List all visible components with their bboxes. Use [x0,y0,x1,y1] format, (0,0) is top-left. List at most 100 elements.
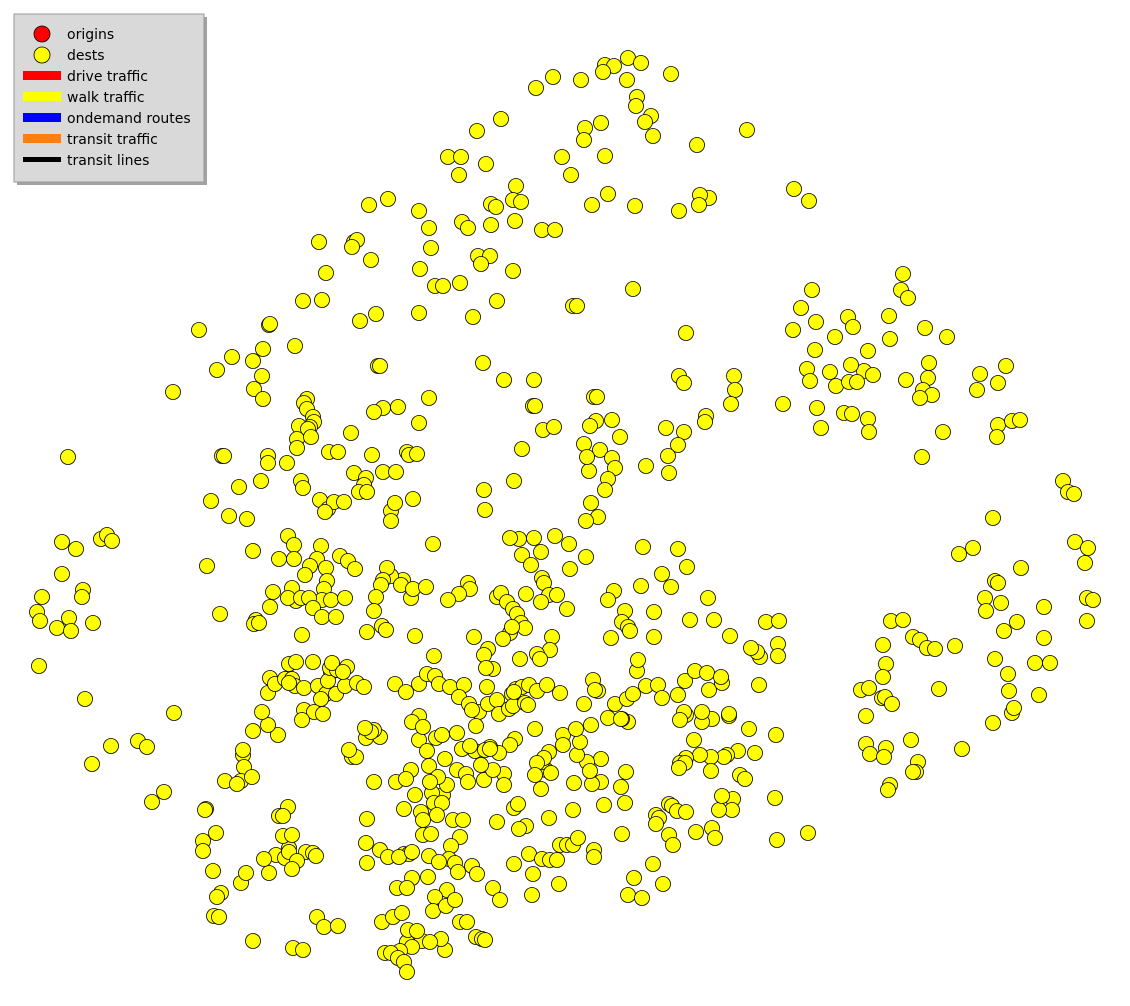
dest-point [409,923,425,939]
dest-point [978,603,994,619]
dest-point [506,473,522,489]
dest-point [547,528,563,544]
dest-point [415,719,431,735]
dest-point [747,745,763,761]
dest-point [737,771,753,787]
legend-walk-traffic-label: walk traffic [67,90,145,106]
dest-point [211,909,227,925]
dest-point [635,539,651,555]
dest-point [939,329,955,345]
dest-point [678,325,694,341]
dest-point [1031,687,1047,703]
dest-point [514,441,530,457]
dest-point [294,627,310,643]
dest-point [849,374,865,390]
dest-point [295,942,311,958]
dest-point [568,721,584,737]
dest-point [440,592,456,608]
dest-point [554,149,570,165]
dest-point [254,368,270,384]
dest-point [261,865,277,881]
dest-point [341,742,357,758]
dest-point [359,484,375,500]
dest-point [478,156,494,172]
dest-point [898,372,914,388]
dest-point [561,536,577,552]
dest-point [422,934,438,950]
dest-point [559,601,575,617]
dest-point [270,727,286,743]
dest-point [411,415,427,431]
dest-point [246,381,262,397]
dest-point [422,774,438,790]
dest-point [646,604,662,620]
legend-transit-lines-swatch [23,157,61,162]
dest-point [216,448,232,464]
dest-point [286,551,302,567]
dest-point [593,751,609,767]
dest-point [533,594,549,610]
dest-point [827,329,843,345]
dest-point [722,628,738,644]
dest-point [703,763,719,779]
dest-point [1067,534,1083,550]
dest-point [314,292,330,308]
dest-point [903,732,919,748]
dest-point [477,932,493,948]
dest-point [633,578,649,594]
dest-point [969,382,985,398]
dest-point [288,654,304,670]
dest-point [532,651,548,667]
dest-point [412,261,428,277]
dest-point [387,495,403,511]
dest-point [578,549,594,565]
dest-point [597,148,613,164]
dest-point [262,599,278,615]
dest-point [998,358,1014,374]
dest-point [435,278,451,294]
dest-point [627,198,643,214]
dest-point [935,424,951,440]
dest-point [882,331,898,347]
dest-point [507,213,523,229]
dest-point [451,167,467,183]
dest-point [672,712,688,728]
dest-point [473,757,489,773]
dest-point [569,747,585,763]
dest-point [524,887,540,903]
dest-point [770,648,786,664]
dest-point [260,717,276,733]
dest-point [822,364,838,380]
dest-point [364,447,380,463]
dest-point [633,55,649,71]
dest-point [1001,683,1017,699]
dest-point [235,742,251,758]
dest-point [546,419,562,435]
dest-point [208,825,224,841]
dest-point [245,933,261,949]
dest-point [423,826,439,842]
dest-point [844,406,860,422]
dest-point [396,801,412,817]
dest-point [875,669,891,685]
dest-point [244,769,260,785]
dest-point [421,220,437,236]
dest-point [751,677,767,693]
dest-point [372,358,388,374]
dest-point [262,316,278,332]
dest-point [544,629,560,645]
dest-point [437,751,453,767]
dest-point [617,795,633,811]
dest-point [533,544,549,560]
dest-point [808,314,824,330]
dest-point [670,437,686,453]
dest-point [563,167,579,183]
dest-point [303,429,319,445]
dest-point [618,764,634,780]
dest-point [1079,613,1095,629]
dest-point [245,723,261,739]
dest-point [1036,599,1052,615]
dest-point [769,832,785,848]
dest-point [74,589,90,605]
dest-point [801,193,817,209]
